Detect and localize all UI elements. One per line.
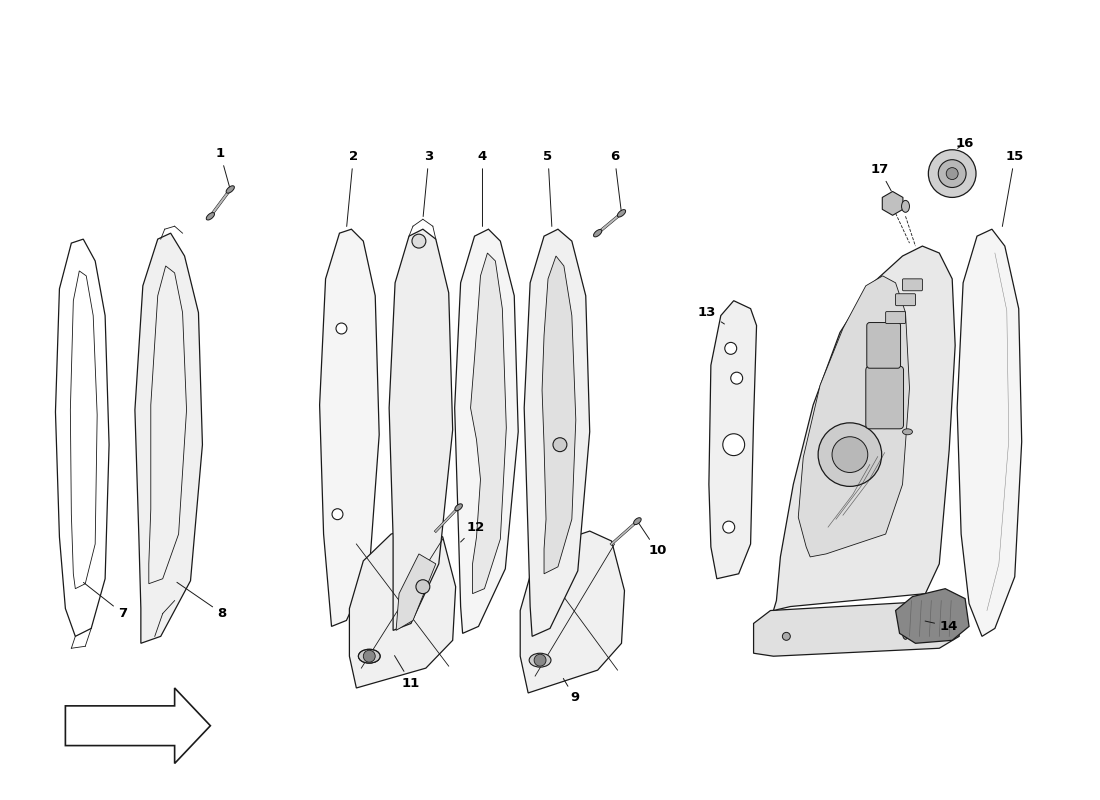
Circle shape — [730, 372, 743, 384]
Polygon shape — [389, 229, 453, 630]
Text: 12: 12 — [461, 521, 485, 542]
Text: 3: 3 — [424, 150, 433, 217]
FancyBboxPatch shape — [867, 322, 901, 368]
Text: 1: 1 — [216, 147, 230, 186]
Text: 6: 6 — [609, 150, 622, 210]
Polygon shape — [396, 554, 436, 630]
FancyBboxPatch shape — [886, 312, 905, 323]
Polygon shape — [754, 601, 959, 656]
Text: 16: 16 — [956, 138, 975, 150]
Text: 7: 7 — [84, 582, 128, 620]
Text: 8: 8 — [177, 582, 227, 620]
Ellipse shape — [902, 627, 909, 639]
Polygon shape — [350, 524, 455, 688]
Text: 9: 9 — [563, 678, 580, 705]
FancyBboxPatch shape — [895, 294, 915, 306]
Text: 11: 11 — [395, 656, 420, 690]
Circle shape — [723, 434, 745, 456]
Text: 17: 17 — [870, 163, 891, 191]
FancyBboxPatch shape — [902, 279, 923, 290]
Ellipse shape — [207, 213, 215, 220]
Circle shape — [818, 423, 882, 486]
Circle shape — [416, 580, 430, 594]
Text: 5: 5 — [543, 150, 552, 226]
Polygon shape — [135, 233, 202, 643]
Ellipse shape — [455, 504, 462, 510]
Polygon shape — [55, 239, 109, 636]
Circle shape — [946, 168, 958, 179]
Circle shape — [553, 438, 566, 452]
Polygon shape — [773, 246, 955, 610]
Circle shape — [412, 234, 426, 248]
Circle shape — [725, 342, 737, 354]
Polygon shape — [957, 229, 1022, 636]
Circle shape — [336, 323, 346, 334]
Polygon shape — [525, 229, 590, 636]
Ellipse shape — [359, 650, 381, 663]
Polygon shape — [520, 531, 625, 693]
Polygon shape — [542, 256, 575, 574]
Text: 13: 13 — [697, 306, 725, 324]
Ellipse shape — [902, 429, 913, 434]
Circle shape — [332, 509, 343, 520]
Text: 4: 4 — [477, 150, 487, 226]
Ellipse shape — [634, 518, 641, 525]
Ellipse shape — [617, 210, 626, 217]
Circle shape — [832, 437, 868, 473]
Ellipse shape — [782, 632, 790, 640]
Ellipse shape — [529, 654, 551, 667]
Polygon shape — [320, 229, 379, 626]
Polygon shape — [65, 688, 210, 763]
Polygon shape — [70, 271, 97, 589]
Circle shape — [928, 150, 976, 198]
Circle shape — [363, 650, 375, 662]
Circle shape — [938, 160, 966, 187]
Text: 10: 10 — [639, 523, 667, 558]
Ellipse shape — [902, 200, 910, 212]
Polygon shape — [471, 253, 506, 594]
Circle shape — [535, 654, 546, 666]
Text: 14: 14 — [925, 620, 958, 633]
Polygon shape — [799, 276, 910, 557]
Circle shape — [723, 521, 735, 533]
Text: 2: 2 — [346, 150, 358, 226]
Polygon shape — [454, 229, 518, 634]
Ellipse shape — [923, 626, 932, 634]
Ellipse shape — [594, 230, 602, 237]
Polygon shape — [895, 589, 969, 643]
Polygon shape — [148, 266, 187, 584]
FancyBboxPatch shape — [866, 366, 903, 429]
Polygon shape — [708, 301, 757, 578]
Ellipse shape — [227, 186, 234, 193]
Text: 15: 15 — [1002, 150, 1024, 226]
